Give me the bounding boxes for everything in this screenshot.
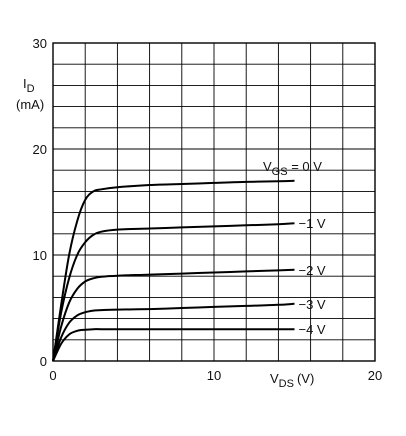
series-label-1: −1 V [299,216,326,231]
y-axis-label: ID [23,76,35,95]
y-axis-unit: (mA) [16,97,44,112]
series-curve-1 [52,222,295,362]
tick-labels: 0 10 20 30 0 10 20 [33,36,383,383]
x-axis-label: VDS (V) [270,371,314,390]
grid [53,43,375,361]
series-label-4: −4 V [299,322,326,337]
series-curve-3 [52,302,295,362]
plot-frame [52,42,376,362]
y-tick-label: 30 [33,36,47,51]
curve-labels: −1 V −2 V −3 V −4 V [299,216,326,337]
x-tick-label: 20 [368,368,382,383]
series-label-3: −3 V [299,297,326,312]
x-tick-label: 10 [207,368,221,383]
y-tick-label: 0 [40,354,47,369]
x-tick-label: 0 [49,368,56,383]
series-curve-4 [52,328,295,362]
y-tick-label: 20 [33,142,47,157]
series-label-2: −2 V [299,263,326,278]
series-curve-2 [52,268,295,362]
legend-title: VGS = 0 V [263,159,322,178]
y-tick-label: 10 [33,248,47,263]
curves [52,179,295,362]
series-curve-0 [52,179,295,362]
